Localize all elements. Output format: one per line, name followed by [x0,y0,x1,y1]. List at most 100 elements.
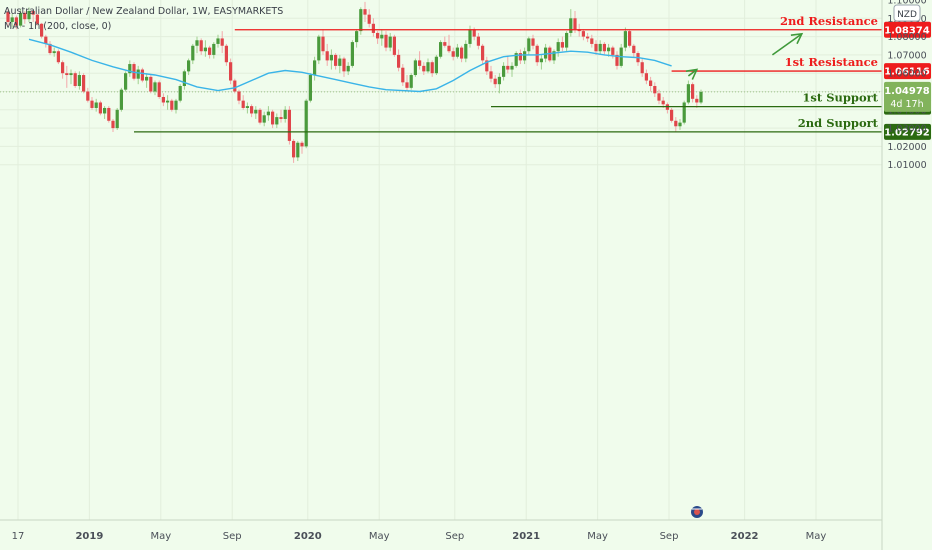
candle [178,84,182,103]
candle [115,107,119,130]
candle-body [300,142,304,147]
candle-body [287,109,291,141]
trend-arrow[interactable] [685,68,699,80]
candle [241,95,245,110]
candle-body [86,91,90,101]
candle [506,56,510,74]
candle [489,65,493,83]
candle-body [119,89,123,110]
candle [107,106,111,123]
candle-body [52,51,56,54]
candle-body [560,42,564,48]
candle [56,49,60,65]
candle-body [426,62,430,72]
candle-body [19,12,23,26]
candle-body [699,91,703,103]
candle-body [439,42,443,57]
candle-body [653,86,657,94]
time-tick-label: May [587,531,608,542]
candle [581,29,585,41]
candle-body [514,53,518,66]
candle-body [468,29,472,44]
events-flag-icon[interactable] [691,506,703,518]
candle-body [686,84,690,103]
candle-body [23,12,27,20]
candle-body [237,91,241,101]
time-axis[interactable]: 17 2019 May Sep 2020 May Sep 2021 May Sep 2022 May [12,531,827,542]
candle-body [44,36,48,44]
candle [670,107,674,123]
time-tick-label: 2020 [294,531,322,542]
candle-body [590,38,594,44]
candle-body [485,60,489,72]
candle [6,8,10,26]
candle [359,7,363,35]
candle [443,36,447,48]
candle [628,29,632,48]
candle [569,9,573,37]
candle-body [644,73,648,81]
candle [493,75,497,88]
candle [44,34,48,48]
candle [191,43,195,65]
candle-body [329,54,333,61]
candle-body [518,53,522,61]
candle [208,45,212,59]
candle [350,40,354,68]
candle-body [174,100,178,110]
candle-body [371,23,375,33]
level-price-tag [884,123,931,140]
candle-body [149,76,153,92]
support-resistance-levels: 2nd Resistance 1.08374 1st Resistance 1.061… [134,14,931,140]
candle-body [586,36,590,39]
candle-body [691,84,695,99]
candle-body [649,80,653,87]
candle-body [455,47,459,57]
candle-body [6,11,10,22]
candle-body [258,109,262,123]
trend-arrow[interactable] [771,32,804,56]
candle-body [388,36,392,48]
candle-body [103,107,107,114]
candle-body [170,100,174,110]
candle [86,87,90,103]
candle-body [623,31,627,48]
candle-body [262,115,266,123]
candle [31,10,35,22]
candle-body [422,65,426,72]
candle-body [94,102,98,108]
candle-body [10,17,14,22]
level-1st-resistance[interactable]: 1st Resistance 1.06116 [671,55,931,80]
currency-badge[interactable]: NZD [893,4,921,22]
candle [586,32,590,43]
price-tick-label: 1.06000 [887,69,926,80]
candle [464,40,468,63]
candle [40,22,44,39]
price-tick-label: 1.01000 [887,160,926,171]
time-tick-label: 2019 [75,531,103,542]
level-2nd-resistance[interactable]: 2nd Resistance 1.08374 [234,14,931,38]
candle-body [283,109,287,119]
candle [170,98,174,112]
time-tick-label: May [150,531,171,542]
candle-body [212,43,216,55]
candle-body [481,45,485,61]
candle-body [132,64,136,79]
candle-body [380,34,384,39]
candle [271,109,275,129]
candle [65,65,69,88]
candle-body [607,47,611,52]
candle-body [56,51,60,63]
price-tick-label: 1.03000 [887,124,926,135]
candle [145,73,149,88]
level-2nd-support[interactable]: 2nd Support 1.02792 [134,116,931,140]
candle-body [140,69,144,81]
candle-body [241,100,245,108]
candle-body [317,36,321,61]
candle-body [510,65,514,70]
candle [187,58,191,76]
candle-body [31,10,35,15]
candle-body [401,67,405,83]
candle-body [115,109,119,129]
